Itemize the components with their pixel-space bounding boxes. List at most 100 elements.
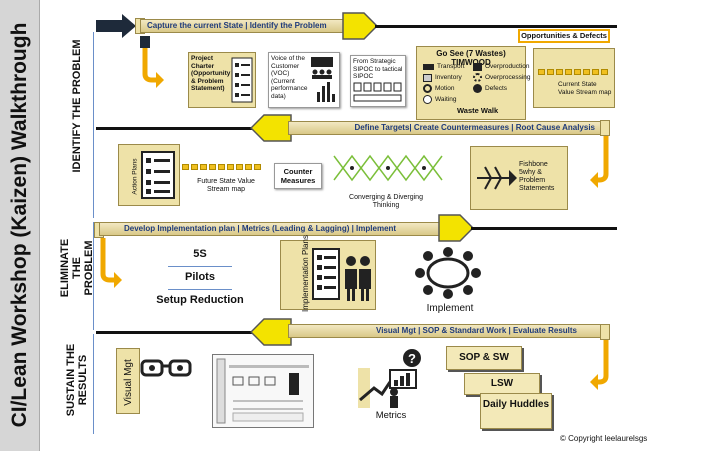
row4-down-arrow-icon [590, 340, 609, 390]
improvement-methods-list: 5S Pilots Setup Reduction [150, 248, 250, 306]
sustain-span-line [93, 334, 94, 434]
counter-measures-label: Counter Measures [274, 163, 322, 189]
waste-label: Defects [485, 84, 508, 92]
row3-down-arrow-icon [100, 238, 122, 288]
future-vsm: Future State Value Stream map [180, 150, 268, 200]
copyright-text: © Copyright leelaurelsgs [560, 434, 648, 443]
clock-icon [423, 95, 432, 104]
band2-yellow-arrow-icon [250, 114, 292, 142]
implementation-plans-box: Implementation Plans [280, 235, 376, 312]
row1-down-arrow-icon [140, 36, 164, 88]
factory-icon [473, 62, 482, 71]
workshop-title: CI/Lean Workshop (Kaizen) Walkthrough [8, 22, 31, 428]
band2-label: Define Targets| Create Countermeasures |… [288, 121, 602, 135]
row2-down-arrow-icon [590, 136, 609, 188]
converging-diverging-diagram-icon [333, 154, 443, 182]
waste-label: Inventory [435, 73, 462, 81]
impl-plans-label: Implementation Plans [300, 235, 310, 312]
band3-yellow-arrow-icon [438, 214, 474, 242]
waste-item: Transport [423, 61, 465, 72]
action-list-icon [141, 151, 175, 199]
waste-item: Defects [473, 83, 531, 94]
implement-label: Implement [426, 303, 474, 314]
svg-text:?: ? [408, 351, 416, 366]
sipoc-label: From Strategic SIPOC to tactical SIPOC [353, 58, 403, 80]
waste-label: Overprocessing [485, 73, 531, 81]
setup-reduction-label: Setup Reduction [156, 294, 244, 306]
action-plans-box: Action Plans [118, 144, 180, 206]
visual-board-thumbnail [212, 354, 314, 428]
metrics-label: Metrics [375, 410, 407, 421]
band4-post [600, 324, 610, 340]
project-charter-label: Project Charter (Opportunity & Problem S… [191, 55, 231, 92]
current-vsm-label: Current State Value Stream map [558, 81, 612, 96]
sop-sw-label: SOP & SW [446, 346, 522, 370]
vsm-process-icons [538, 69, 608, 75]
motion-icon [423, 84, 432, 93]
waste-item: Motion [423, 83, 465, 94]
meeting-table-icon [415, 247, 481, 299]
waste-label: Waiting [435, 95, 457, 103]
defect-icon [473, 84, 482, 93]
band3-line [471, 227, 617, 230]
divider [168, 266, 232, 267]
fishbone-box: Fishbone 5why & Problem Statements [470, 146, 568, 210]
current-vsm-box: Current State Value Stream map [533, 48, 615, 108]
lsw-label: LSW [464, 373, 540, 395]
band4-yellow-arrow-icon [250, 318, 292, 346]
presentation-people-icon [311, 57, 335, 102]
band1-yellow-arrow-icon [342, 12, 378, 40]
checklist-icon [231, 57, 253, 103]
band1-label: Capture the current State | Identify the… [140, 19, 348, 33]
sipoc-diagram-icon [353, 82, 402, 102]
voc-label: Voice of the Customer (VOC) (Current per… [271, 55, 308, 100]
band1-line [375, 25, 617, 28]
phase-identify-label: IDENTIFY THE PROBLEM [71, 39, 83, 173]
eliminate-span-line [93, 222, 94, 330]
glasses-icon [140, 359, 192, 377]
wastes-left-list: Transport Inventory Motion Waiting [423, 61, 465, 105]
truck-icon [423, 63, 434, 70]
band2-post [600, 120, 610, 136]
waste-item: Overproduction [473, 61, 531, 72]
boxes-icon [423, 73, 432, 82]
sipoc-box: From Strategic SIPOC to tactical SIPOC [350, 55, 406, 107]
waste-label: Transport [437, 62, 465, 70]
waste-item: Inventory [423, 72, 465, 83]
waste-label: Motion [435, 84, 455, 92]
visual-mgt-box: Visual Mgt [116, 348, 140, 414]
go-see-title: Go See (7 Wastes) TIMWOOD [436, 49, 506, 67]
start-arrow-icon [96, 14, 136, 38]
team-plan-icon [312, 248, 371, 301]
waste-label: Overproduction [485, 62, 530, 70]
converging-label: Converging & Diverging Thinking [349, 194, 423, 209]
action-plans-label: Action Plans [131, 158, 139, 195]
fishbone-label: Fishbone 5why & Problem Statements [519, 161, 555, 192]
go-see-box: Go See (7 Wastes) TIMWOOD Transport Inve… [416, 46, 531, 120]
gears-icon [473, 73, 482, 82]
phase-sustain-label: SUSTAIN THE RESULTS [65, 343, 89, 417]
metrics-presenter-icon: ? [358, 349, 421, 408]
waste-item: Overprocessing [473, 72, 531, 83]
process-board-icon [216, 358, 309, 424]
band4-line-left [96, 331, 254, 334]
waste-walk-label: Waste Walk [457, 106, 499, 115]
daily-huddles-label: Daily Huddles [480, 393, 552, 429]
band3-label: Develop Implementation plan | Metrics (L… [99, 222, 441, 236]
five-s-label: 5S [193, 248, 207, 260]
phase-eliminate-label: ELIMINATE THE PROBLEM [59, 238, 95, 298]
waste-item: Waiting [423, 94, 465, 105]
voc-box: Voice of the Customer (VOC) (Current per… [268, 52, 340, 108]
side-title-bar: CI/Lean Workshop (Kaizen) Walkthrough [0, 0, 40, 451]
fishbone-icon [477, 166, 517, 190]
identify-span-line [93, 32, 94, 218]
band4-label: Visual Mgt | SOP & Standard Work | Evalu… [288, 324, 602, 338]
visual-mgt-label: Visual Mgt [122, 359, 134, 406]
band2-line-left [96, 127, 254, 130]
pilots-label: Pilots [185, 271, 215, 283]
future-vsm-label: Future State Value Stream map [197, 178, 255, 193]
opps-defects-label: Opportunities & Defects [518, 29, 610, 43]
divider [168, 289, 232, 290]
future-vsm-process-icons [182, 164, 261, 170]
project-charter-box: Project Charter (Opportunity & Problem S… [188, 52, 256, 108]
